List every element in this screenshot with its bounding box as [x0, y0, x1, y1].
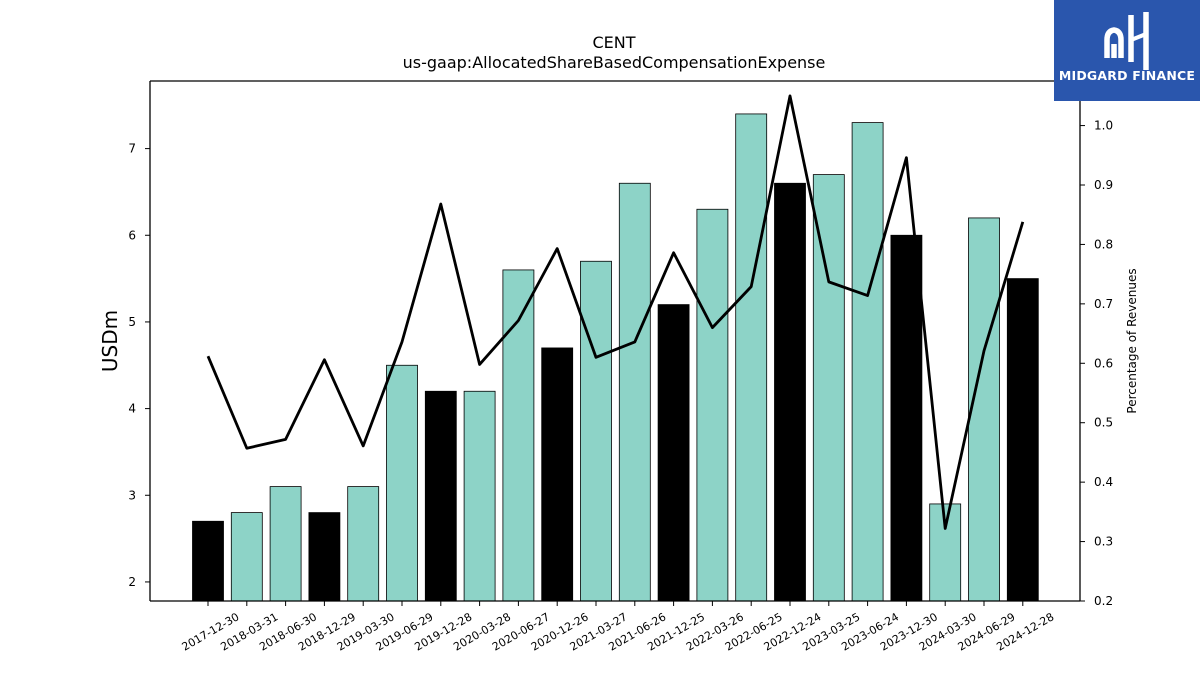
- bar: [812, 174, 845, 602]
- bar: [851, 122, 884, 602]
- plot-area: 2345670.20.30.40.50.60.70.80.91.02017-12…: [128, 80, 1113, 654]
- y2-tick-label: 0.3: [1094, 535, 1113, 549]
- y-tick-label: 5: [128, 315, 136, 329]
- percentage-line: [206, 94, 1025, 530]
- bar: [968, 217, 1000, 602]
- bar: [386, 364, 418, 602]
- bar: [463, 390, 496, 602]
- y2-tick-label: 0.2: [1094, 594, 1113, 608]
- bar: [502, 269, 535, 602]
- bar: [735, 113, 768, 602]
- y2-tick-label: 0.8: [1094, 237, 1113, 251]
- chart-title: CENT: [592, 33, 635, 52]
- bar: [308, 512, 341, 602]
- y2-tick-label: 0.7: [1094, 297, 1113, 311]
- bar: [1006, 278, 1039, 602]
- y-tick-label: 2: [128, 575, 136, 589]
- y-axis-label: USDm: [98, 310, 122, 372]
- y2-tick-label: 0.4: [1094, 475, 1113, 489]
- bar: [424, 390, 457, 602]
- bar: [696, 208, 729, 602]
- bar: [890, 234, 923, 602]
- bar: [541, 347, 574, 602]
- y-tick-label: 7: [128, 142, 136, 156]
- bar: [230, 512, 263, 602]
- logo-mark-icon: [1104, 12, 1149, 70]
- logo-text: MIDGARD FINANCE: [1058, 68, 1196, 83]
- bar: [618, 182, 651, 602]
- brand-logo: MIDGARD FINANCE: [1054, 0, 1200, 101]
- y2-tick-label: 0.6: [1094, 356, 1113, 370]
- y-tick-label: 3: [128, 488, 136, 502]
- y2-axis-label: Percentage of Revenues: [1125, 268, 1139, 413]
- y2-tick-label: 0.5: [1094, 416, 1113, 430]
- bar: [774, 182, 806, 602]
- y-tick-label: 6: [128, 228, 136, 242]
- bar: [657, 304, 690, 602]
- y2-tick-label: 1.0: [1094, 119, 1113, 133]
- chart-subtitle: us-gaap:AllocatedShareBasedCompensationE…: [403, 53, 826, 72]
- bar: [580, 260, 612, 602]
- bar: [192, 520, 224, 602]
- y-tick-label: 4: [128, 402, 136, 416]
- y2-tick-label: 0.9: [1094, 178, 1113, 192]
- bar: [269, 486, 302, 602]
- bar: [347, 486, 380, 602]
